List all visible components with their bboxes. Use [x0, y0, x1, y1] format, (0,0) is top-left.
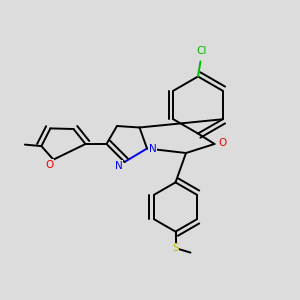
Text: Cl: Cl — [197, 46, 207, 56]
Text: O: O — [219, 137, 227, 148]
Text: O: O — [46, 160, 54, 170]
Text: N: N — [148, 143, 156, 154]
Text: N: N — [115, 160, 123, 171]
Text: S: S — [172, 243, 179, 253]
